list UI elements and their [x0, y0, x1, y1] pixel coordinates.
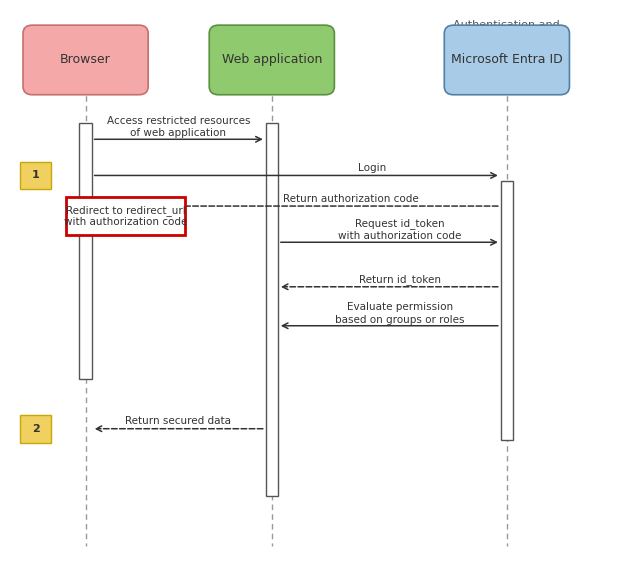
Bar [265, 123, 278, 495]
FancyBboxPatch shape [23, 25, 148, 95]
Text: Browser: Browser [60, 53, 111, 66]
Bar [80, 123, 92, 379]
Text: Web application: Web application [222, 53, 322, 66]
Bar [66, 197, 185, 235]
Bar [501, 181, 513, 440]
Text: Microsoft Entra ID: Microsoft Entra ID [451, 53, 563, 66]
FancyBboxPatch shape [209, 25, 335, 95]
Text: Authentication and
Authorization Server: Authentication and Authorization Server [449, 19, 564, 43]
Text: Evaluate permission
based on groups or roles: Evaluate permission based on groups or r… [335, 302, 465, 325]
Text: Request id_token
with authorization code: Request id_token with authorization code [338, 218, 462, 241]
Text: Return authorization code: Return authorization code [283, 194, 419, 204]
Text: Login: Login [358, 162, 387, 173]
Text: Redirect to redirect_url
with authorization code: Redirect to redirect_url with authorizat… [64, 205, 188, 227]
Text: Return id_token: Return id_token [359, 274, 441, 285]
Bar [21, 415, 51, 442]
Text: Access restricted resources
of web application: Access restricted resources of web appli… [107, 116, 250, 138]
Text: 2: 2 [32, 424, 39, 434]
FancyBboxPatch shape [444, 25, 569, 95]
Text: 1: 1 [32, 170, 39, 181]
Text: Return secured data: Return secured data [125, 416, 231, 427]
Bar [21, 161, 51, 189]
